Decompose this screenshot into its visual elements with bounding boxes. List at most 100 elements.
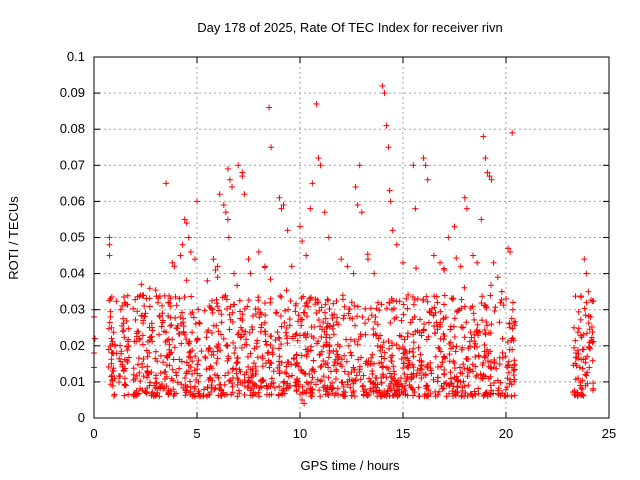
data-point xyxy=(241,305,248,312)
data-point xyxy=(108,360,115,367)
data-point xyxy=(450,295,457,302)
data-point xyxy=(281,390,288,397)
data-point xyxy=(105,363,112,370)
data-point xyxy=(318,363,325,370)
data-point xyxy=(133,392,140,399)
data-point xyxy=(347,349,354,356)
data-point xyxy=(388,373,395,380)
data-point xyxy=(122,365,129,372)
data-point xyxy=(409,349,416,356)
data-point xyxy=(183,220,190,227)
data-point xyxy=(341,368,348,375)
data-point xyxy=(437,259,444,266)
data-point xyxy=(130,371,137,378)
data-point xyxy=(584,380,591,387)
data-point xyxy=(234,354,241,361)
data-point xyxy=(274,364,281,371)
data-point xyxy=(511,392,518,399)
data-point xyxy=(440,385,447,392)
y-axis-label: ROTI / TECUs xyxy=(6,196,21,280)
data-point xyxy=(490,380,497,387)
data-point xyxy=(422,383,429,390)
data-point xyxy=(259,378,266,385)
data-point xyxy=(133,333,140,340)
data-point xyxy=(124,301,131,308)
y-tick-label: 0.05 xyxy=(60,230,85,245)
data-point xyxy=(287,382,294,389)
data-point xyxy=(148,333,155,340)
data-point xyxy=(223,342,230,349)
data-point xyxy=(267,299,274,306)
data-point xyxy=(326,347,333,354)
data-point xyxy=(187,364,194,371)
data-point xyxy=(159,381,166,388)
data-point xyxy=(209,309,216,316)
data-point xyxy=(372,314,379,321)
data-point xyxy=(509,306,516,313)
data-point xyxy=(110,329,117,336)
data-point xyxy=(506,320,513,327)
data-point xyxy=(453,343,460,350)
data-point xyxy=(417,365,424,372)
data-point xyxy=(294,337,301,344)
data-point xyxy=(225,369,232,376)
data-point xyxy=(393,341,400,348)
data-point xyxy=(487,292,494,299)
data-point xyxy=(455,377,462,384)
data-point xyxy=(242,328,249,335)
data-point xyxy=(316,323,323,330)
data-point xyxy=(234,393,241,400)
data-point xyxy=(454,378,461,385)
data-point xyxy=(503,384,510,391)
data-point xyxy=(272,337,279,344)
data-point xyxy=(341,303,348,310)
data-point xyxy=(450,383,457,390)
data-point xyxy=(314,376,321,383)
data-point xyxy=(351,338,358,345)
data-point xyxy=(494,377,501,384)
data-point xyxy=(125,391,132,398)
x-tick-label: 15 xyxy=(396,426,410,441)
data-point xyxy=(370,380,377,387)
data-point xyxy=(190,314,197,321)
data-point xyxy=(581,256,588,263)
data-point xyxy=(333,298,340,305)
data-point xyxy=(474,332,481,339)
data-point xyxy=(577,332,584,339)
y-tick-label: 0.1 xyxy=(67,49,85,64)
data-point xyxy=(185,234,192,241)
data-point xyxy=(434,374,441,381)
data-point xyxy=(484,169,491,176)
data-point xyxy=(367,378,374,385)
data-point xyxy=(196,320,203,327)
data-point xyxy=(354,313,361,320)
data-point xyxy=(231,350,238,357)
data-point xyxy=(509,335,516,342)
data-point xyxy=(445,390,452,397)
data-point xyxy=(388,295,395,302)
data-point xyxy=(171,263,178,270)
data-point xyxy=(250,380,257,387)
data-point xyxy=(386,299,393,306)
data-point xyxy=(461,334,468,341)
data-point xyxy=(286,316,293,323)
data-point xyxy=(414,295,421,302)
data-point xyxy=(504,375,511,382)
data-point xyxy=(573,362,580,369)
data-point xyxy=(251,383,258,390)
data-point xyxy=(589,387,596,394)
data-point xyxy=(478,216,485,223)
data-point xyxy=(504,338,511,345)
data-point xyxy=(303,299,310,306)
data-point xyxy=(227,376,234,383)
data-point xyxy=(477,371,484,378)
data-point xyxy=(218,311,225,318)
data-point xyxy=(156,331,163,338)
data-point xyxy=(432,388,439,395)
data-point xyxy=(224,305,231,312)
data-point xyxy=(406,359,413,366)
data-point xyxy=(300,309,307,316)
data-point xyxy=(121,375,128,382)
data-point xyxy=(463,319,470,326)
data-point xyxy=(225,355,232,362)
